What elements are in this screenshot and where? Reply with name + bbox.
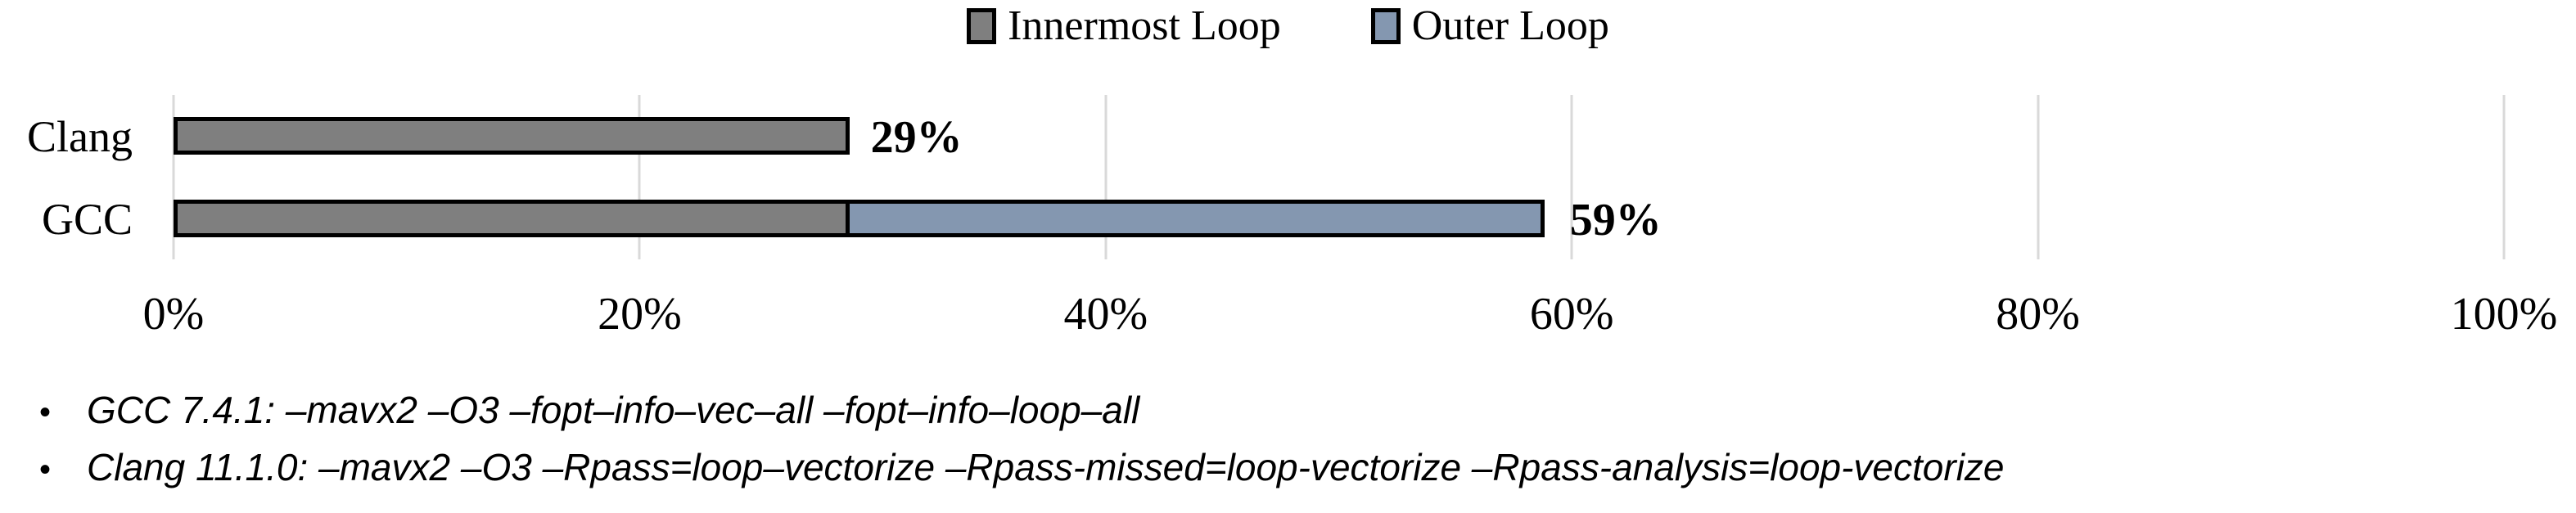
x-tick-label: 40% [1063,289,1148,340]
gridline [2502,95,2506,259]
legend: Innermost Loop Outer Loop [0,3,2576,49]
category-label-clang: Clang [27,112,133,162]
gridline [638,95,641,259]
legend-item-innermost-loop: Innermost Loop [967,3,1281,49]
x-tick-label: 20% [598,289,682,340]
x-tick-label: 100% [2450,289,2558,340]
bar-value-label: 29% [870,112,963,164]
bar-segment-innermost-loop [174,117,850,155]
footnote-text: GCC 7.4.1: –mavx2 –O3 –fopt–info–vec–all… [87,389,1140,431]
x-tick-label: 0% [142,289,205,340]
legend-swatch-innermost-loop [967,8,997,44]
gridline [1104,95,1108,259]
x-tick-label: 80% [1996,289,2080,340]
bullet-icon: • [39,452,52,488]
bar-segment-outer-loop [845,199,1545,237]
footnote-text: Clang 11.1.0: –mavx2 –O3 –Rpass=loop–vec… [87,446,2005,488]
category-label-gcc: GCC [41,194,133,244]
legend-item-outer-loop: Outer Loop [1370,2,1609,49]
gridline [1570,95,1573,259]
footnote-gcc-flags: • GCC 7.4.1: –mavx2 –O3 –fopt–info–vec–a… [39,388,2005,445]
legend-label: Innermost Loop [1008,2,1281,49]
footnote-clang-flags: • Clang 11.1.0: –mavx2 –O3 –Rpass=loop–v… [39,445,2005,502]
plot-area: 29% 59% [172,95,2506,259]
bar-value-label: 59% [1569,194,1662,245]
gridline [2037,95,2040,259]
legend-swatch-outer-loop [1370,8,1401,44]
bar-stack-clang [174,117,850,155]
footnotes: • GCC 7.4.1: –mavx2 –O3 –fopt–info–vec–a… [39,388,2005,502]
bar-stack-gcc [174,199,1545,237]
bullet-icon: • [39,394,52,430]
legend-label: Outer Loop [1411,2,1609,49]
gridline [172,95,175,259]
x-tick-label: 60% [1529,289,1614,340]
bar-segment-innermost-loop [174,199,850,237]
